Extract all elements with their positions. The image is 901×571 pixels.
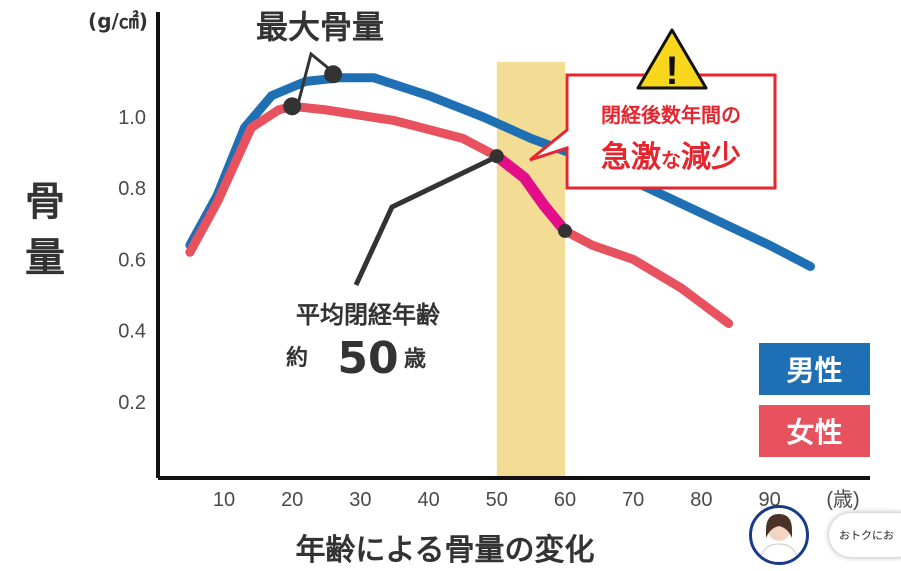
data-marker: [558, 223, 572, 238]
chat-widget[interactable]: おトクにお: [749, 505, 901, 567]
x-tick-label: 20: [281, 489, 303, 511]
legend-male: 男性: [759, 343, 870, 395]
rapid-decline-segment: [491, 150, 571, 237]
y-tick-labels: 0.2 0.4 0.6 0.8 1.0: [118, 107, 146, 414]
data-marker: [283, 97, 302, 116]
x-tick-label: 10: [213, 489, 235, 511]
y-axis-title: 骨量: [25, 179, 65, 281]
menopause-annotation: 平均閉経年齢: [296, 301, 441, 329]
warning-text-particle: な: [661, 148, 681, 172]
menopause-age-suffix: 歳: [404, 347, 426, 372]
x-tick-label: 50: [486, 489, 508, 511]
x-tick-label: 80: [690, 489, 712, 511]
warning-callout-box: [529, 73, 777, 190]
x-axis-title: 年齢による骨量の変化: [295, 533, 594, 568]
x-tick-label: 40: [417, 489, 439, 511]
y-unit-label: (g/㎠): [88, 9, 148, 33]
x-tick-label: 30: [349, 489, 371, 511]
key-markers: [283, 65, 572, 238]
menopause-pointer: [353, 154, 498, 287]
x-unit-label: (歳): [826, 488, 859, 511]
chat-bubble[interactable]: おトクにお: [829, 513, 901, 557]
person-avatar-icon[interactable]: [749, 505, 809, 565]
warning-text-line1: 閉経後数年間の: [601, 103, 741, 127]
y-tick-label: 0.4: [118, 321, 146, 343]
menopause-age-value: 50: [337, 333, 398, 384]
y-tick-label: 0.8: [118, 178, 146, 200]
warning-text-abrupt: 急激: [601, 140, 661, 175]
y-tick-label: 0.2: [118, 392, 146, 414]
warning-text-line2: 急激な減少: [601, 140, 741, 175]
warning-icon-mark: !: [665, 49, 678, 93]
data-marker: [489, 149, 504, 164]
data-marker: [324, 65, 343, 84]
peak-annotation: 最大骨量: [256, 8, 384, 46]
legend-female: 女性: [759, 405, 870, 457]
x-tick-label: 70: [622, 489, 644, 511]
x-tick-label: 60: [554, 489, 576, 511]
series-line-male: [185, 73, 815, 271]
series-line-female: [185, 101, 734, 328]
warning-text-decrease: 減少: [681, 140, 741, 175]
x-tick-labels: 10 20 30 40 50 60 70 80 90: [213, 489, 781, 511]
menopause-age-prefix: 約: [286, 345, 308, 371]
y-tick-label: 0.6: [118, 249, 146, 271]
y-tick-label: 1.0: [118, 107, 146, 129]
warning-icon: [636, 28, 708, 90]
